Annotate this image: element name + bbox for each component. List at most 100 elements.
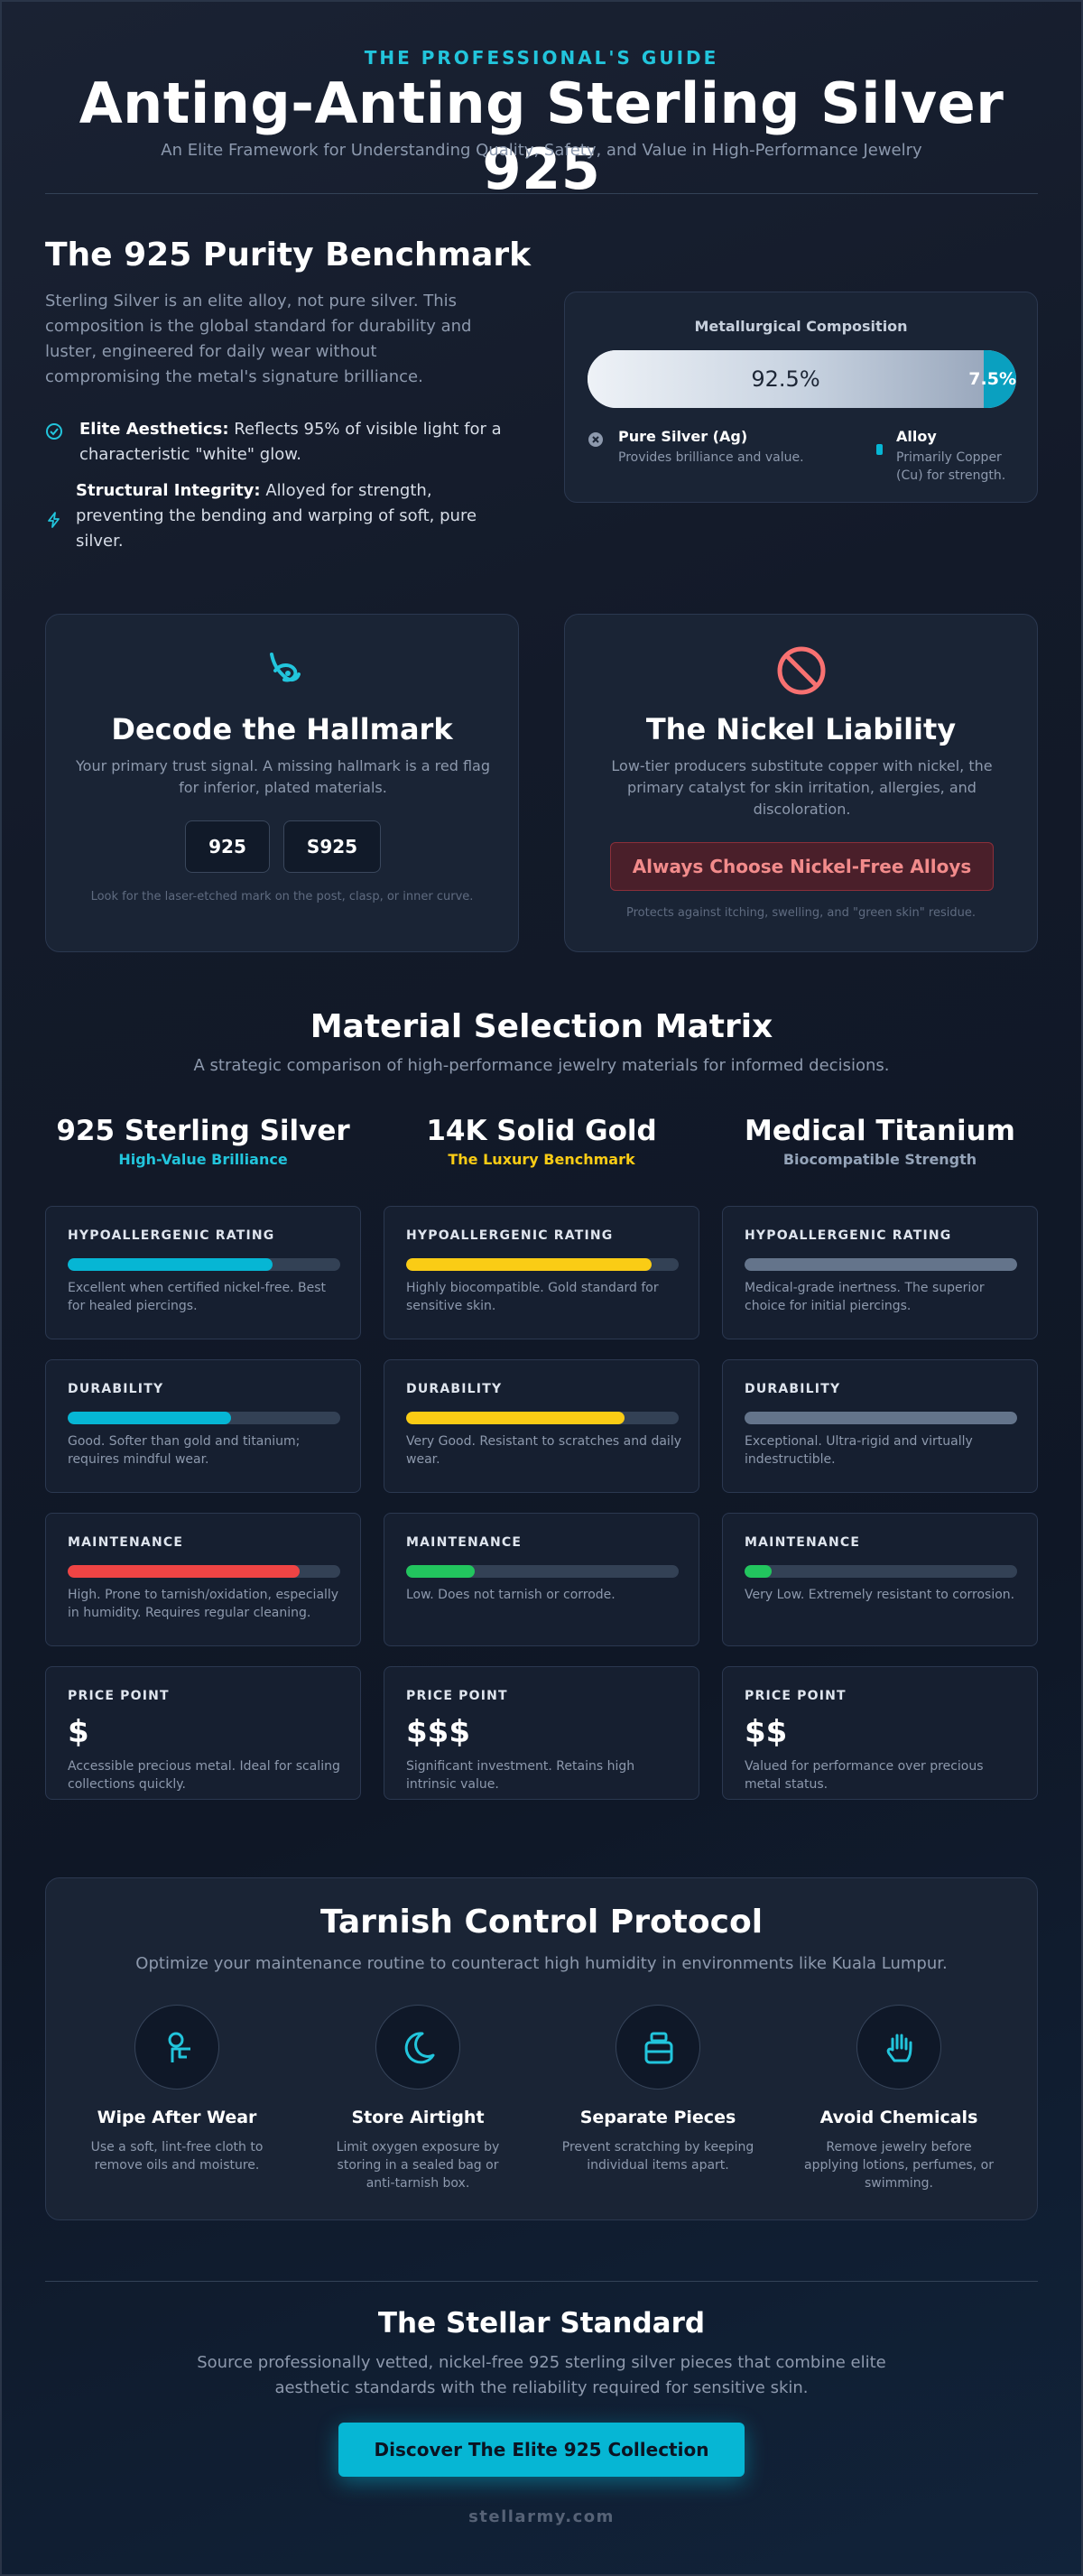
metric-label: HYPOALLERGENIC RATING (68, 1228, 275, 1243)
purity-title: The 925 Purity Benchmark (45, 236, 532, 273)
hallmark-icon (46, 644, 518, 698)
metric-label: HYPOALLERGENIC RATING (406, 1228, 614, 1243)
footer-divider (45, 2281, 1038, 2282)
step-title: Wipe After Wear (97, 2108, 257, 2127)
matrix-subtitle: A strategic comparison of high-performan… (193, 1056, 890, 1075)
metric-label: HYPOALLERGENIC RATING (745, 1228, 952, 1243)
rating-track (68, 1258, 340, 1271)
metric-label: DURABILITY (68, 1382, 164, 1396)
rating-fill (745, 1258, 1017, 1271)
jar-icon (616, 2005, 700, 2090)
metric-desc: Excellent when certified nickel-free. Be… (68, 1281, 327, 1313)
matrix-cell: PRICE POINT $$$ Significant investment. Re… (384, 1666, 699, 1800)
metric-desc: Valued for performance over precious met… (745, 1759, 984, 1792)
hallmark-stamp-s925: S925 (283, 820, 381, 873)
step-desc: Remove jewelry before applying lotions, … (804, 2140, 994, 2191)
feature-structural-integrity: Structural Integrity: Alloyed for streng… (45, 478, 514, 554)
rating-track (745, 1565, 1017, 1578)
feature-text: Alloyed for strength, preventing the ben… (76, 481, 477, 551)
rating-track (406, 1412, 679, 1424)
alloy-swatch-icon (876, 444, 883, 455)
silver-segment (588, 350, 984, 408)
hallmark-note: Look for the laser-etched mark on the po… (90, 890, 474, 903)
moon-icon (375, 2005, 460, 2090)
rating-fill (745, 1565, 773, 1578)
legend-silver: Pure Silver (Ag) Provides brilliance and… (588, 428, 804, 467)
metric-desc: Very Low. Extremely resistant to corrosi… (745, 1588, 1015, 1602)
discover-collection-button[interactable]: Discover The Elite 925 Collection (338, 2423, 745, 2477)
metric-label: PRICE POINT (406, 1689, 508, 1703)
rating-track (745, 1258, 1017, 1271)
site-link[interactable]: stellarmy.com (468, 2507, 615, 2526)
feature-text: Reflects 95% of visible light for a char… (79, 420, 502, 464)
feature-elite-aesthetics: Elite Aesthetics: Reflects 95% of visibl… (45, 417, 514, 468)
metric-desc: Low. Does not tarnish or corrode. (406, 1588, 616, 1602)
composition-bar: 92.5% 7.5% (588, 350, 1016, 408)
material-tagline: High-Value Brilliance (118, 1151, 288, 1168)
material-column-header: Medical Titanium Biocompatible Strength (722, 1115, 1038, 1168)
nickel-desc: Low-tier producers substitute copper wit… (611, 757, 993, 818)
composition-title: Metallurgical Composition (694, 318, 908, 335)
material-tagline: Biocompatible Strength (782, 1151, 977, 1168)
step-title: Avoid Chemicals (819, 2108, 978, 2127)
nickel-card: The Nickel Liability Low-tier producers … (564, 614, 1038, 952)
page-subtitle: An Elite Framework for Understanding Qua… (161, 141, 922, 160)
matrix-cell: PRICE POINT $$ Valued for performance over… (722, 1666, 1038, 1800)
hallmark-desc: Your primary trust signal. A missing hal… (76, 757, 490, 796)
rating-fill (406, 1412, 625, 1424)
footer-text: Source professionally vetted, nickel-fre… (197, 2353, 886, 2397)
tarnish-subtitle: Optimize your maintenance routine to cou… (135, 1954, 948, 1973)
rating-fill (68, 1412, 232, 1424)
metric-desc: Medical-grade inertness. The superior ch… (745, 1281, 985, 1313)
footer-title: The Stellar Standard (377, 2307, 706, 2340)
matrix-cell: MAINTENANCE High. Prone to tarnish/oxidat… (45, 1513, 361, 1646)
nickel-free-button[interactable]: Always Choose Nickel-Free Alloys (610, 842, 994, 891)
material-tagline: The Luxury Benchmark (448, 1151, 635, 1168)
matrix-cell: HYPOALLERGENIC RATING Excellent when cert… (45, 1206, 361, 1339)
legend-silver-desc: Provides brilliance and value. (618, 450, 804, 465)
rating-track (68, 1565, 340, 1578)
matrix-cell: HYPOALLERGENIC RATING Medical-grade inert… (722, 1206, 1038, 1339)
metric-label: MAINTENANCE (68, 1535, 184, 1550)
hallmark-card: Decode the Hallmark Your primary trust s… (45, 614, 519, 952)
prohibited-icon (565, 644, 1037, 698)
nickel-note: Protects against itching, swelling, and … (626, 906, 976, 920)
matrix-title: Material Selection Matrix (310, 1008, 773, 1045)
step-title: Separate Pieces (579, 2108, 736, 2127)
metric-label: DURABILITY (745, 1382, 841, 1396)
step-desc: Prevent scratching by keeping individual… (561, 2140, 754, 2173)
material-column-header: 14K Solid Gold The Luxury Benchmark (384, 1115, 699, 1168)
matrix-cell: HYPOALLERGENIC RATING Highly biocompatibl… (384, 1206, 699, 1339)
lightning-icon (48, 512, 60, 528)
metric-desc: Accessible precious metal. Ideal for sca… (68, 1759, 340, 1792)
legend-alloy-label: Alloy (896, 428, 937, 445)
rating-fill (68, 1258, 273, 1271)
legend-alloy-desc: Primarily Copper (Cu) for strength. (896, 450, 1006, 483)
matrix-cell: DURABILITY Exceptional. Ultra-rigid and v… (722, 1359, 1038, 1493)
legend-alloy: Alloy Primarily Copper (Cu) for strength… (876, 428, 1021, 485)
metric-desc: Very Good. Resistant to scratches and da… (406, 1434, 681, 1467)
metric-label: MAINTENANCE (745, 1535, 861, 1550)
purity-intro: Sterling Silver is an elite alloy, not p… (45, 292, 472, 386)
matrix-cell: DURABILITY Good. Softer than gold and tit… (45, 1359, 361, 1493)
metric-desc: Significant investment. Retains high int… (406, 1759, 635, 1792)
raised-hand-icon (856, 2005, 941, 2090)
metric-label: MAINTENANCE (406, 1535, 523, 1550)
step-wipe-after-wear: Wipe After Wear Use a soft, lint-free cl… (73, 2005, 281, 2174)
feature-label: Structural Integrity: (76, 481, 261, 500)
metric-desc: High. Prone to tarnish/oxidation, especi… (68, 1588, 339, 1620)
matrix-cell: DURABILITY Very Good. Resistant to scratc… (384, 1359, 699, 1493)
material-name: Medical Titanium (745, 1115, 1015, 1147)
rating-track (745, 1412, 1017, 1424)
rating-fill (406, 1258, 652, 1271)
metric-desc: Exceptional. Ultra-rigid and virtually i… (745, 1434, 973, 1467)
step-store-airtight: Store Airtight Limit oxygen exposure by … (314, 2005, 522, 2192)
metric-label: PRICE POINT (745, 1689, 847, 1703)
legend-silver-label: Pure Silver (Ag) (618, 428, 748, 445)
wipe-hand-icon (134, 2005, 219, 2090)
metric-desc: Good. Softer than gold and titanium; req… (68, 1434, 301, 1467)
feature-label: Elite Aesthetics: (79, 420, 229, 439)
material-column-header: 925 Sterling Silver High-Value Brilliance (45, 1115, 361, 1168)
page-title: Anting-Anting Sterling Silver 925 (79, 70, 1004, 202)
